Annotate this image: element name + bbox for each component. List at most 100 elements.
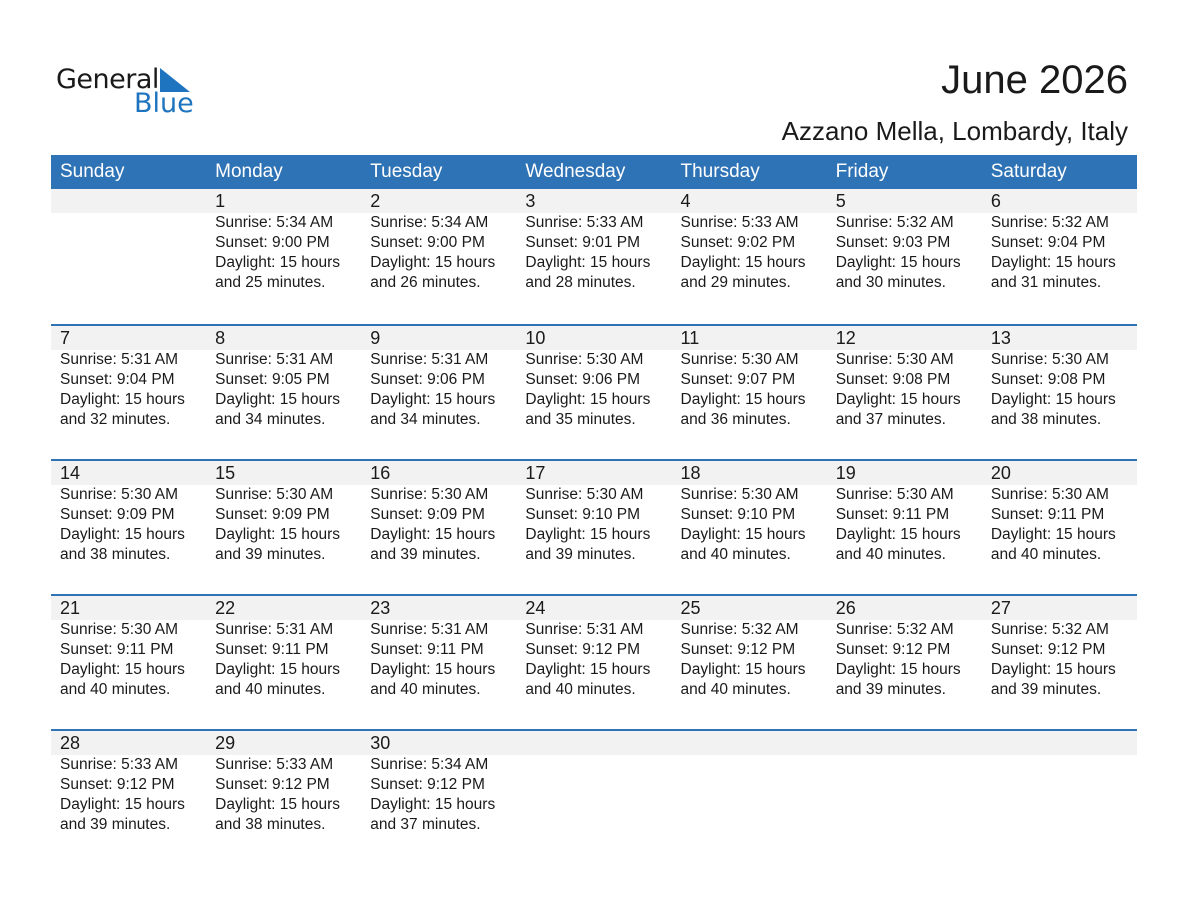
sunrise-text: Sunrise: 5:31 AM — [525, 621, 644, 638]
day-number: 12 — [835, 328, 856, 348]
day-cell: 4 Sunrise: 5:33 AM Sunset: 9:02 PM Daylight… — [672, 189, 827, 293]
sunset-text: Sunset: 9:12 PM — [215, 776, 330, 793]
daylight-text: Daylight: 15 hours — [215, 661, 341, 678]
sunset-text: Sunset: 9:06 PM — [525, 371, 640, 388]
logo-text-blue: Blue — [134, 88, 194, 119]
daylight-minutes-text: and 35 minutes. — [525, 411, 636, 428]
sunrise-text: Sunrise: 5:30 AM — [835, 486, 954, 503]
daylight-minutes-text: and 39 minutes. — [990, 681, 1102, 698]
daylight-text: Daylight: 15 hours — [215, 391, 341, 408]
week-row: 7 Sunrise: 5:31 AM Sunset: 9:04 PM Daylight… — [51, 324, 1137, 459]
daylight-minutes-text: and 34 minutes. — [215, 411, 326, 428]
sunrise-text: Sunrise: 5:30 AM — [990, 351, 1109, 368]
daylight-text: Daylight: 15 hours — [215, 254, 341, 271]
sunrise-text: Sunrise: 5:31 AM — [60, 351, 179, 368]
day-number: 24 — [525, 598, 546, 618]
sunset-text: Sunset: 9:11 PM — [370, 641, 484, 658]
week-row: 1 Sunrise: 5:34 AM Sunset: 9:00 PM Daylight… — [51, 189, 1137, 324]
daylight-text: Daylight: 15 hours — [990, 254, 1116, 271]
daylight-minutes-text: and 39 minutes. — [215, 546, 326, 563]
day-cell: 8 Sunrise: 5:31 AM Sunset: 9:05 PM Daylight… — [206, 326, 361, 430]
sunrise-text: Sunrise: 5:30 AM — [60, 486, 179, 503]
day-cell: 15 Sunrise: 5:30 AM Sunset: 9:09 PM Dayligh… — [206, 461, 361, 565]
sunrise-text: Sunrise: 5:30 AM — [60, 621, 179, 638]
daylight-text: Daylight: 15 hours — [835, 254, 961, 271]
day-number: 4 — [680, 191, 691, 211]
day-number: 28 — [60, 733, 81, 753]
daylight-minutes-text: and 38 minutes. — [990, 411, 1102, 428]
day-cell: 1 Sunrise: 5:34 AM Sunset: 9:00 PM Daylight… — [206, 189, 361, 293]
day-number: 27 — [990, 598, 1011, 618]
day-number: 13 — [990, 328, 1011, 348]
daylight-text: Daylight: 15 hours — [525, 661, 651, 678]
daylight-text: Daylight: 15 hours — [835, 526, 961, 543]
sunrise-text: Sunrise: 5:33 AM — [680, 214, 799, 231]
sunset-text: Sunset: 9:12 PM — [680, 641, 796, 658]
sunrise-text: Sunrise: 5:31 AM — [370, 621, 489, 638]
daylight-text: Daylight: 15 hours — [835, 391, 961, 408]
daylight-minutes-text: and 40 minutes. — [215, 681, 326, 698]
sunrise-text: Sunrise: 5:32 AM — [835, 214, 954, 231]
day-number: 16 — [370, 463, 391, 483]
day-number-band — [51, 596, 1137, 620]
sunset-text: Sunset: 9:08 PM — [835, 371, 951, 388]
day-cell: 16 Sunrise: 5:30 AM Sunset: 9:09 PM Dayligh… — [361, 461, 516, 565]
weekday-thursday: Thursday — [680, 161, 760, 182]
week-row: 21 Sunrise: 5:30 AM Sunset: 9:11 PM Dayligh… — [51, 594, 1137, 729]
sunset-text: Sunset: 9:00 PM — [370, 234, 485, 251]
weekday-header: Sunday Monday Tuesday Wednesday Thursday… — [51, 155, 1137, 189]
day-cell: 23 Sunrise: 5:31 AM Sunset: 9:11 PM Dayligh… — [361, 596, 516, 700]
logo-text-general: General — [56, 64, 159, 95]
daylight-text: Daylight: 15 hours — [370, 661, 496, 678]
sunrise-text: Sunrise: 5:30 AM — [215, 486, 334, 503]
day-cell: 27 Sunrise: 5:32 AM Sunset: 9:12 PM Dayligh… — [982, 596, 1137, 700]
day-number: 15 — [215, 463, 236, 483]
sunset-text: Sunset: 9:09 PM — [370, 506, 485, 523]
daylight-minutes-text: and 28 minutes. — [525, 274, 636, 291]
weekday-friday: Friday — [835, 161, 889, 182]
sunset-text: Sunset: 9:12 PM — [835, 641, 951, 658]
weekday-tuesday: Tuesday — [370, 161, 443, 182]
sunrise-text: Sunrise: 5:30 AM — [525, 351, 644, 368]
daylight-minutes-text: and 40 minutes. — [990, 546, 1102, 563]
calendar-grid: Sunday Monday Tuesday Wednesday Thursday… — [51, 155, 1137, 864]
sunset-text: Sunset: 9:12 PM — [990, 641, 1106, 658]
weekday-wednesday: Wednesday — [525, 161, 626, 182]
daylight-text: Daylight: 15 hours — [370, 391, 496, 408]
daylight-minutes-text: and 25 minutes. — [215, 274, 326, 291]
day-cell: 19 Sunrise: 5:30 AM Sunset: 9:11 PM Dayligh… — [827, 461, 982, 565]
daylight-text: Daylight: 15 hours — [370, 526, 496, 543]
daylight-text: Daylight: 15 hours — [370, 254, 496, 271]
day-number: 2 — [370, 191, 381, 211]
daylight-minutes-text: and 39 minutes. — [370, 546, 481, 563]
day-number: 30 — [370, 733, 391, 753]
location-subtitle: Azzano Mella, Lombardy, Italy — [781, 116, 1128, 146]
sunset-text: Sunset: 9:09 PM — [215, 506, 330, 523]
daylight-text: Daylight: 15 hours — [680, 254, 806, 271]
day-cell: 26 Sunrise: 5:32 AM Sunset: 9:12 PM Dayligh… — [827, 596, 982, 700]
day-cell: 7 Sunrise: 5:31 AM Sunset: 9:04 PM Daylight… — [51, 326, 206, 430]
daylight-minutes-text: and 40 minutes. — [680, 681, 791, 698]
sunrise-text: Sunrise: 5:31 AM — [370, 351, 489, 368]
daylight-text: Daylight: 15 hours — [525, 391, 651, 408]
daylight-minutes-text: and 38 minutes. — [215, 816, 326, 833]
sunset-text: Sunset: 9:10 PM — [525, 506, 640, 523]
sunset-text: Sunset: 9:03 PM — [835, 234, 951, 251]
sunrise-text: Sunrise: 5:30 AM — [370, 486, 489, 503]
day-number: 18 — [680, 463, 701, 483]
day-number: 17 — [525, 463, 546, 483]
daylight-minutes-text: and 37 minutes. — [370, 816, 481, 833]
daylight-minutes-text: and 29 minutes. — [680, 274, 791, 291]
sunset-text: Sunset: 9:08 PM — [990, 371, 1106, 388]
daylight-minutes-text: and 40 minutes. — [60, 681, 171, 698]
day-number: 22 — [215, 598, 236, 618]
day-number: 11 — [680, 328, 700, 348]
day-cell: 25 Sunrise: 5:32 AM Sunset: 9:12 PM Dayligh… — [672, 596, 827, 700]
day-number: 19 — [835, 463, 856, 483]
page-title: June 2026 — [941, 58, 1128, 102]
daylight-minutes-text: and 40 minutes. — [525, 681, 636, 698]
day-number: 1 — [215, 191, 226, 211]
sunrise-text: Sunrise: 5:34 AM — [370, 214, 489, 231]
sunrise-text: Sunrise: 5:32 AM — [990, 621, 1109, 638]
